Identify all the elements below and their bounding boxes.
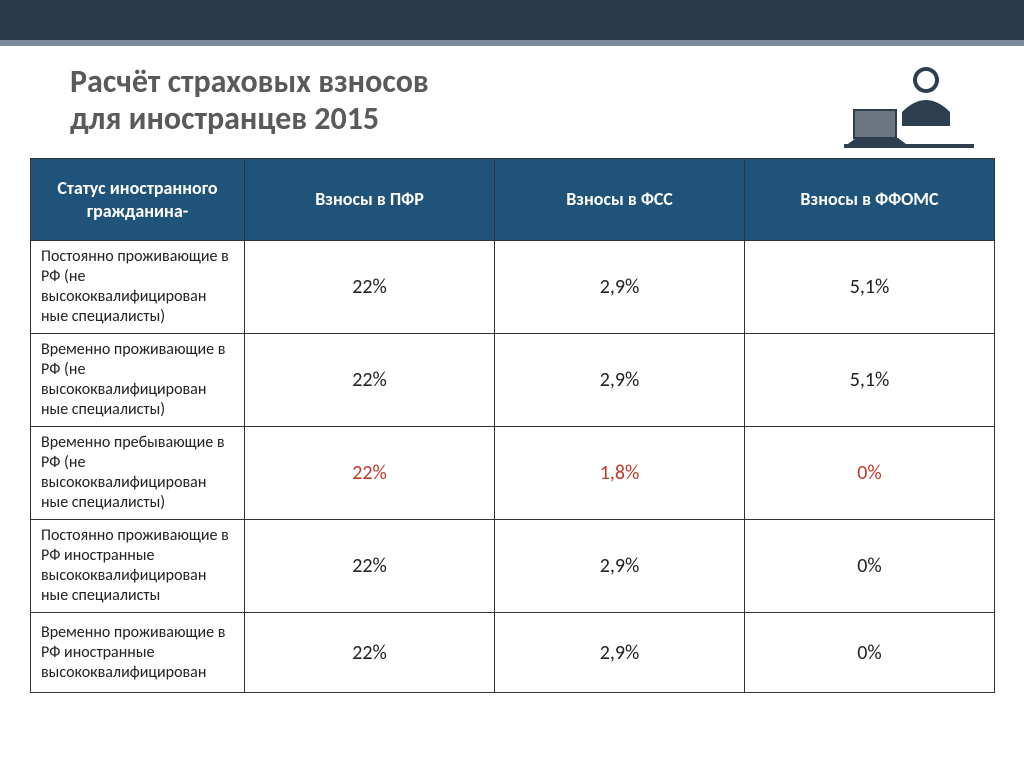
table-row-truncated: Временно проживающие в РФ иностранные вы… <box>31 613 995 693</box>
table-row-highlight: Временно пребывающие в РФ (не высококвал… <box>31 427 995 520</box>
cell-fss: 2,9% <box>495 241 745 334</box>
cell-fss: 2,9% <box>495 613 745 693</box>
cell-ffoms: 0% <box>745 520 995 613</box>
cell-label: Временно проживающие в РФ иностранные вы… <box>31 613 245 693</box>
table-row: Временно проживающие в РФ (не высококвал… <box>31 334 995 427</box>
table-header-row: Статус иностранного гражданина- Взносы в… <box>31 159 995 241</box>
cell-pfr: 22% <box>245 613 495 693</box>
col-pfr: Взносы в ПФР <box>245 159 495 241</box>
col-ffoms: Взносы в ФФОМС <box>745 159 995 241</box>
cell-ffoms: 0% <box>745 613 995 693</box>
topbar <box>0 0 1024 40</box>
slide: Расчёт страховых взносов для иностранцев… <box>0 0 1024 768</box>
title-line-2: для иностранцев 2015 <box>70 99 379 138</box>
cell-ffoms: 0% <box>745 427 995 520</box>
cell-pfr: 22% <box>245 427 495 520</box>
page-title: Расчёт страховых взносов для иностранцев… <box>70 64 429 138</box>
cell-pfr: 22% <box>245 520 495 613</box>
insurance-table: Статус иностранного гражданина- Взносы в… <box>30 158 995 693</box>
cell-label: Постоянно проживающие в РФ иностранные в… <box>31 520 245 613</box>
table-row: Постоянно проживающие в РФ (не высококва… <box>31 241 995 334</box>
cell-label: Постоянно проживающие в РФ (не высококва… <box>31 241 245 334</box>
title-line-1: Расчёт страховых взносов <box>70 62 429 101</box>
cell-fss: 2,9% <box>495 520 745 613</box>
cell-fss: 1,8% <box>495 427 745 520</box>
cell-ffoms: 5,1% <box>745 334 995 427</box>
table-row: Постоянно проживающие в РФ иностранные в… <box>31 520 995 613</box>
cell-label: Временно пребывающие в РФ (не высококвал… <box>31 427 245 520</box>
cell-pfr: 22% <box>245 241 495 334</box>
col-status: Статус иностранного гражданина- <box>31 159 245 241</box>
cell-ffoms: 5,1% <box>745 241 995 334</box>
person-at-laptop-icon <box>844 60 974 150</box>
cell-label: Временно проживающие в РФ (не высококвал… <box>31 334 245 427</box>
cell-pfr: 22% <box>245 334 495 427</box>
col-fss: Взносы в ФСС <box>495 159 745 241</box>
cell-fss: 2,9% <box>495 334 745 427</box>
